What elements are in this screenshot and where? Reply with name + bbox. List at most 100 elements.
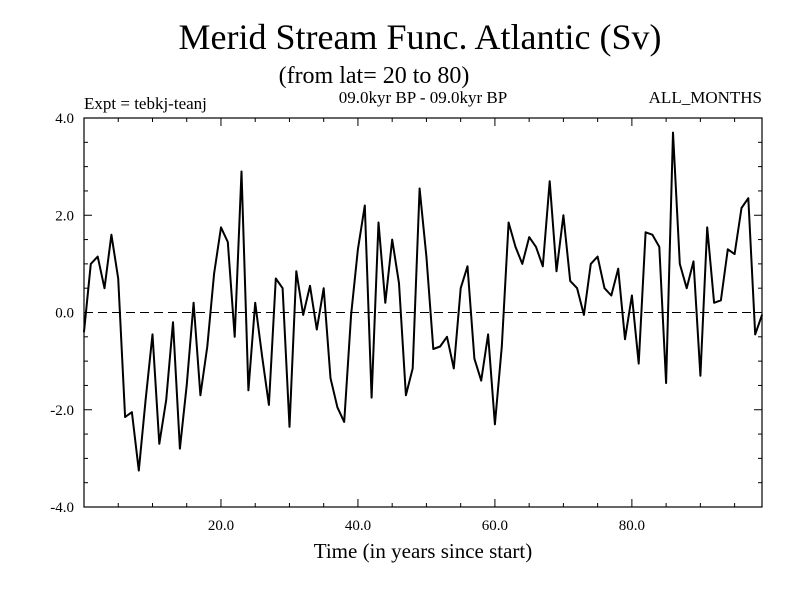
data-series-line [83,131,763,472]
data-point [726,248,729,251]
data-point [569,280,572,282]
data-point [220,226,222,229]
data-point [432,348,435,350]
data-point [213,272,215,275]
x-tick-label: 60.0 [482,518,508,534]
data-point [459,287,462,289]
chart-title: Merid Stream Func. Atlantic (Sv) [179,17,662,57]
data-point [185,384,188,387]
data-point [692,260,695,263]
data-point [631,294,633,297]
period-label: 09.0kyr BP - 09.0kyr BP [339,88,507,107]
data-point [206,345,209,348]
x-tick-label: 80.0 [619,518,645,534]
data-point [240,170,243,173]
data-point [699,374,702,377]
y-tick-label: 2.0 [55,208,74,224]
data-point [357,248,359,251]
data-point [274,277,277,280]
data-point [596,255,599,258]
y-tick-label: 0.0 [55,306,74,322]
data-point [117,277,120,280]
data-point [261,355,263,358]
data-point [706,226,709,229]
data-point [199,394,202,396]
data-point [329,377,332,379]
data-point [473,357,476,360]
data-point [439,345,441,348]
data-point [761,314,763,316]
data-point [179,447,181,450]
data-point [336,406,339,409]
data-point [391,238,393,241]
data-point [411,367,414,370]
data-point [466,265,469,268]
data-point [110,233,113,236]
data-point [617,267,619,270]
data-point [747,197,750,200]
data-point [165,399,167,401]
data-point [658,246,661,248]
data-point [309,284,311,287]
data-point [685,287,688,289]
data-point [158,442,161,445]
data-point [453,367,455,370]
data-point [425,255,428,258]
data-point [555,270,558,272]
data-point [247,389,250,392]
data-point [151,333,154,336]
data-point [624,338,626,341]
data-point [233,336,236,338]
data-point [268,404,270,406]
data-point [316,328,318,331]
data-point [96,255,99,258]
data-point [562,214,565,217]
data-point [542,265,544,268]
data-point [405,394,407,396]
data-point [754,333,756,336]
data-point [384,301,387,304]
data-point [637,362,640,365]
data-point [350,314,352,316]
data-point [90,263,92,265]
data-point [144,399,147,401]
data-point [363,204,366,207]
data-point [322,287,325,289]
data-point [254,301,257,304]
data-point [535,246,537,248]
y-tick-label: -2.0 [50,403,74,419]
x-axis-label: Time (in years since start) [314,539,533,563]
data-point [192,301,195,304]
data-point [576,287,578,289]
data-point [295,270,298,272]
data-point [288,425,291,428]
data-point [583,314,585,316]
x-tick-label: 40.0 [345,518,371,534]
data-point [370,396,373,399]
data-point [446,336,448,338]
data-point [487,333,489,336]
data-point [713,301,715,304]
data-point [733,253,736,255]
data-point [720,299,722,302]
data-point [603,287,606,289]
data-point [302,314,304,316]
x-tick-label: 20.0 [208,518,234,534]
data-point [507,221,510,224]
y-tick-label: 4.0 [55,111,74,127]
data-point [83,331,85,333]
data-point [610,294,613,297]
data-point [343,421,346,423]
months-label: ALL_MONTHS [649,88,762,107]
data-point [665,382,667,384]
data-point [137,469,140,472]
data-point [418,187,421,190]
data-point [679,263,681,265]
data-point [124,416,126,418]
data-point [528,236,530,238]
data-point [548,180,551,183]
data-point [494,423,496,426]
data-point [227,241,229,243]
data-point [480,379,483,382]
